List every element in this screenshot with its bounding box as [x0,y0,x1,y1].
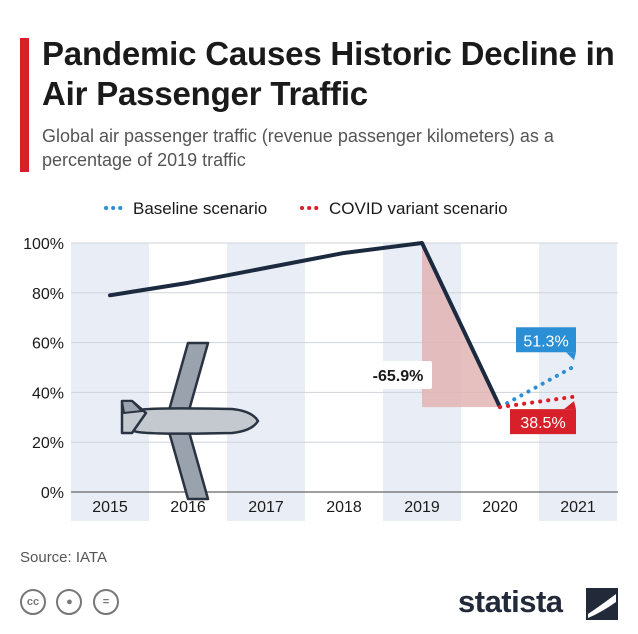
cc-icon[interactable]: cc [20,589,46,615]
column-band-2017 [227,243,305,521]
y-tick-label: 20% [32,435,64,452]
y-tick-label: 80% [32,286,64,303]
chart-subtitle: Global air passenger traffic (revenue pa… [42,126,554,170]
x-tick-label: 2021 [560,499,596,516]
line-chart: Baseline scenario COVID variant scenario … [23,199,618,521]
column-band-2015 [71,243,149,521]
x-tick-label: 2020 [482,499,518,516]
y-tick-label: 0% [41,485,64,502]
legend: Baseline scenario COVID variant scenario [104,199,508,218]
series-line-historical [108,241,502,410]
y-tick-label: 40% [32,385,64,402]
covid-value-label: 38.5% [520,415,565,432]
series-line-covid-variant-scenario [498,394,580,410]
decline-label: -65.9% [373,368,424,385]
gridlines [71,242,618,493]
baseline-value-pointer [566,352,576,361]
column-bands [71,243,617,521]
chart-title: Pandemic Causes Historic Decline in Air … [42,35,615,112]
x-tick-label: 2018 [326,499,362,516]
license-icons: cc ● = [20,589,125,615]
accent-bar [20,38,29,172]
annotations: -65.9% 51.3% 38.5% [364,327,576,435]
source-note: Source: IATA [20,549,107,566]
baseline-value-box [516,327,576,353]
x-tick-label: 2015 [92,499,128,516]
airplane-icon [120,341,260,501]
attribution-icon[interactable]: ● [56,589,83,615]
y-tick-label: 100% [23,236,64,253]
column-band-2021 [539,243,617,521]
legend-label: COVID variant scenario [329,199,508,218]
x-tick-label: 2016 [170,499,206,516]
x-tick-label: 2017 [248,499,284,516]
decline-label-box [364,360,432,389]
covid-value-box [510,409,576,435]
y-tick-label: 60% [32,336,64,353]
series-line-baseline-scenario [498,362,580,410]
brand-logo[interactable]: statista [458,584,563,619]
covid-value-pointer [564,401,576,410]
x-tick-label: 2019 [404,499,440,516]
axis-ticks: 0% 20% 40% 60% 80% 100% 2015 2016 2017 2018 2019 20… [23,236,596,516]
no-derivatives-icon[interactable]: = [92,589,119,615]
series-layer [108,241,580,410]
baseline-value-label: 51.3% [523,333,568,350]
statista-logo-icon [586,588,618,620]
legend-label: Baseline scenario [133,199,267,218]
